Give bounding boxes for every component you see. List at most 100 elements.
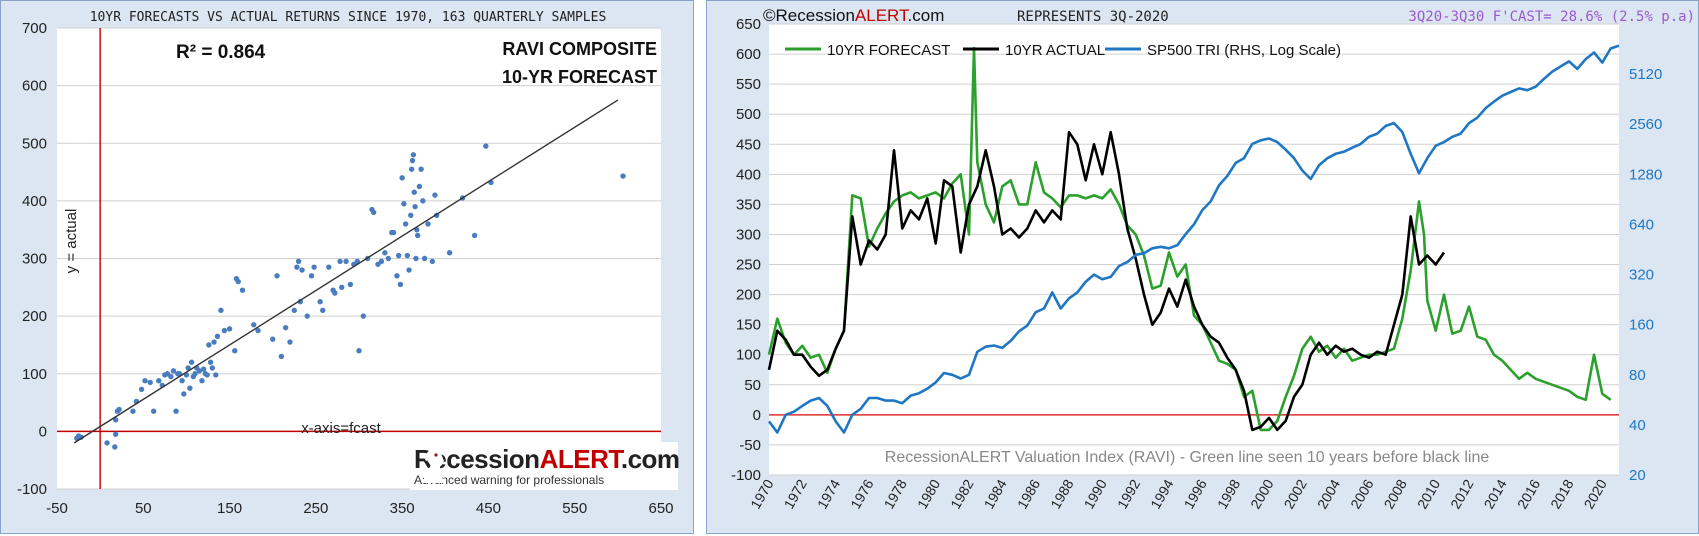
right-y-tick-label: 40 (1629, 417, 1646, 434)
scatter-point (199, 377, 205, 384)
y-tick-label: 200 (22, 308, 47, 325)
y-tick-label: 600 (22, 78, 47, 95)
right-y-tick-label: 5120 (1629, 66, 1662, 83)
left-y-tick-label: 400 (736, 166, 761, 183)
scatter-point (320, 307, 326, 314)
x-tick-label: 2008 (1380, 476, 1410, 511)
right-y-tick-label: 2560 (1629, 116, 1662, 133)
trendline (73, 99, 619, 444)
scatter-point (399, 175, 405, 181)
left-y-tick-label: 650 (736, 16, 761, 33)
scatter-point (188, 359, 195, 365)
scatter-point (207, 359, 214, 365)
scatter-point (170, 368, 177, 374)
right-y-tick-label: 320 (1629, 267, 1654, 284)
left-y-tick-label: 200 (736, 287, 761, 304)
scatter-point (112, 417, 119, 423)
x-tick-label: 1988 (1047, 476, 1077, 511)
scatter-point (239, 287, 246, 293)
x-tick-label: 2010 (1414, 476, 1444, 511)
scatter-point (418, 166, 424, 172)
scatter-point (168, 373, 174, 380)
chart-annotation: RecessionALERT Valuation Index (RAVI) - … (885, 449, 1490, 466)
left-y-tick-label: -50 (739, 437, 761, 454)
scatter-point (214, 333, 221, 339)
scatter-point (147, 379, 153, 386)
scatter-point (235, 278, 241, 285)
scatter-point (274, 273, 280, 279)
scatter-point (299, 267, 305, 273)
scatter-point (187, 385, 193, 391)
represents-label: REPRESENTS 3Q-2020 (1017, 9, 1169, 25)
scatter-point (104, 440, 110, 446)
scatter-point (179, 377, 185, 384)
x-tick-label: 50 (135, 500, 152, 517)
scatter-point (206, 342, 212, 348)
y-tick-label: 300 (22, 251, 47, 268)
x-tick-label: 1980 (914, 476, 944, 511)
left-y-tick-label: 150 (736, 317, 761, 334)
scatter-point (226, 326, 233, 332)
y-tick-label: 100 (22, 366, 47, 383)
scatter-point (483, 143, 489, 149)
left-y-tick-label: 550 (736, 76, 761, 93)
scatter-point (255, 327, 261, 334)
x-tick-label: 1992 (1114, 476, 1144, 511)
scatter-point (181, 391, 187, 397)
x-tick-label: 2002 (1280, 476, 1310, 511)
scatter-point (204, 372, 210, 378)
x-tick-label: 2004 (1314, 476, 1344, 511)
scatter-point (150, 408, 157, 414)
scatter-point (425, 221, 431, 227)
scatter-point (317, 299, 323, 305)
scatter-point (382, 250, 388, 256)
left-y-tick-label: 450 (736, 136, 761, 153)
scatter-point (251, 322, 257, 328)
chart-title: 10YR FORECASTS VS ACTUAL RETURNS SINCE 1… (90, 10, 607, 25)
scatter-point (213, 372, 219, 378)
scatter-point (347, 281, 354, 288)
right-y-tick-label: 160 (1629, 317, 1654, 334)
x-tick-label: 1994 (1147, 476, 1177, 511)
x-tick-label: 1986 (1014, 476, 1044, 511)
model-name-line1: RAVI COMPOSITE (502, 39, 657, 59)
scatter-point (429, 258, 436, 265)
scatter-point (414, 232, 421, 239)
left-y-tick-label: 600 (736, 46, 761, 63)
scatter-point (304, 313, 310, 319)
scatter-point (287, 339, 293, 345)
model-name-line2: 10-YR FORECAST (502, 67, 657, 87)
scatter-point (116, 406, 122, 413)
scatter-point (413, 255, 419, 262)
x-tick-label: 1984 (980, 476, 1010, 511)
left-y-tick-label: 100 (736, 347, 761, 364)
scatter-point (185, 365, 191, 371)
scatter-point (471, 232, 478, 239)
r-squared-label: R² = 0.864 (176, 42, 266, 63)
site-header: ©RecessionALERT.com (763, 6, 944, 25)
scatter-point (337, 258, 343, 265)
x-tick-label: 550 (562, 500, 587, 517)
x-tick-label: 2006 (1347, 476, 1377, 511)
timeseries-chart: -100 -50 0 50 100 150 200 250 300 350 400 450 500 550… (731, 6, 1695, 511)
scatter-point (326, 264, 332, 270)
scatter-point (409, 157, 416, 164)
x-tick-label: 450 (476, 500, 501, 517)
scatter-point (410, 152, 417, 158)
x-tick-label: 1978 (880, 476, 910, 511)
scatter-point (412, 203, 418, 210)
y-tick-label: 700 (22, 20, 47, 37)
x-tick-label: 2020 (1580, 476, 1610, 511)
scatter-point (211, 339, 217, 345)
series-line-actual (767, 130, 1446, 432)
scatter-point (395, 252, 402, 259)
legend-label: 10YR ACTUAL (1005, 42, 1105, 59)
scatter-point (295, 258, 302, 265)
x-tick-label: 2000 (1247, 476, 1277, 511)
scatter-point (432, 192, 438, 198)
x-tick-label: 2014 (1480, 476, 1510, 511)
left-y-tick-label: 250 (736, 257, 761, 274)
x-tick-label: -50 (46, 500, 68, 517)
x-tick-label: 1998 (1214, 476, 1244, 511)
scatter-point (218, 307, 224, 314)
